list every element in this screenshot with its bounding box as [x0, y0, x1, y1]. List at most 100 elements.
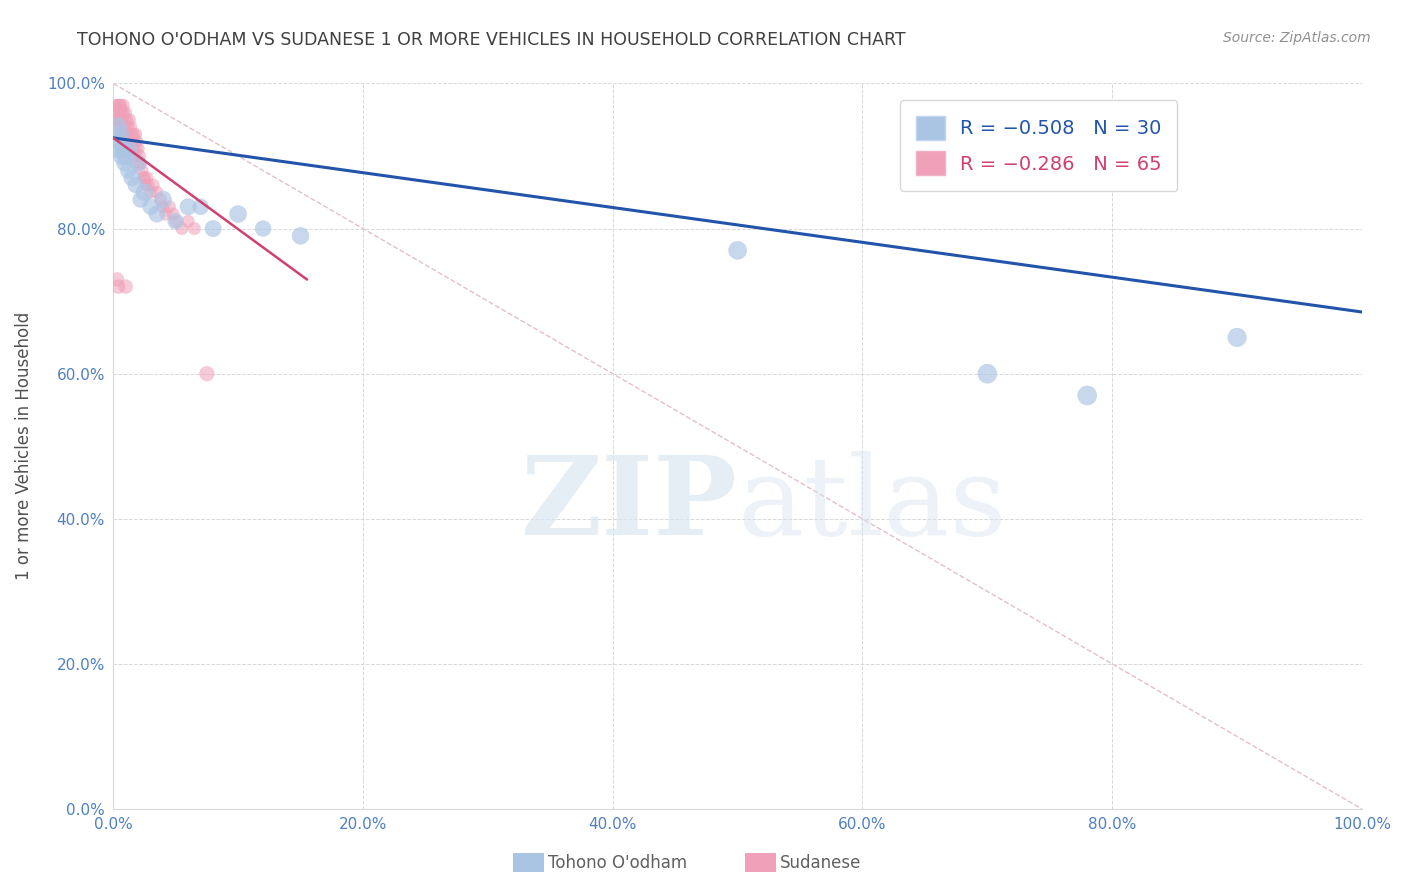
Point [127, 156, 149, 170]
Point [112, 142, 135, 156]
Point [107, 279, 129, 293]
Point [117, 163, 139, 178]
Point [114, 120, 136, 134]
Text: Source: ZipAtlas.com: Source: ZipAtlas.com [1223, 31, 1371, 45]
Point [105, 272, 128, 286]
Text: ZIP: ZIP [520, 450, 738, 558]
Point [111, 149, 134, 163]
Point [146, 186, 169, 200]
Point [122, 127, 145, 141]
Point [105, 120, 128, 134]
Point [120, 120, 142, 134]
Point [139, 186, 162, 200]
Text: Tohono O'odham: Tohono O'odham [548, 854, 688, 871]
Point [112, 120, 135, 134]
Point [111, 127, 134, 141]
Point [252, 221, 274, 235]
Point [125, 142, 148, 156]
Legend: R = −0.508   N = 30, R = −0.286   N = 65: R = −0.508 N = 30, R = −0.286 N = 65 [900, 101, 1177, 191]
Point [177, 214, 200, 228]
Point [136, 178, 159, 192]
Text: atlas: atlas [738, 450, 1007, 558]
Point [162, 207, 184, 221]
Point [120, 135, 142, 149]
Point [155, 207, 177, 221]
Point [1076, 388, 1098, 402]
Point [107, 142, 129, 156]
Point [226, 207, 249, 221]
Point [121, 170, 143, 185]
Point [108, 105, 131, 120]
Point [117, 135, 139, 149]
Point [111, 112, 134, 127]
Point [177, 200, 200, 214]
Point [114, 156, 136, 170]
Point [183, 221, 205, 235]
Point [118, 127, 141, 141]
Point [124, 135, 146, 149]
Point [124, 149, 146, 163]
Point [914, 170, 936, 185]
Point [110, 127, 132, 141]
Point [111, 105, 134, 120]
Point [114, 112, 136, 127]
Point [112, 105, 135, 120]
Point [125, 127, 148, 141]
Point [125, 178, 148, 192]
Point [104, 98, 127, 112]
Point [202, 221, 225, 235]
Point [105, 105, 128, 120]
Point [114, 127, 136, 141]
Point [127, 156, 149, 170]
Point [110, 120, 132, 134]
Point [105, 112, 128, 127]
Point [165, 214, 187, 228]
Point [1226, 330, 1249, 344]
Point [152, 193, 174, 207]
Point [727, 244, 749, 258]
Point [121, 142, 143, 156]
Point [122, 142, 145, 156]
Point [118, 142, 141, 156]
Point [114, 135, 136, 149]
Point [136, 170, 159, 185]
Point [132, 170, 155, 185]
Point [134, 170, 156, 185]
Point [146, 207, 169, 221]
Point [117, 120, 139, 134]
Point [112, 98, 135, 112]
Point [134, 186, 156, 200]
Point [170, 221, 193, 235]
Point [290, 228, 312, 243]
Point [165, 214, 187, 228]
Point [108, 135, 131, 149]
Point [127, 142, 149, 156]
Point [152, 200, 174, 214]
Point [114, 149, 136, 163]
Point [129, 156, 152, 170]
Point [110, 105, 132, 120]
Text: Sudanese: Sudanese [780, 854, 862, 871]
Point [129, 193, 152, 207]
Point [142, 178, 165, 192]
Point [107, 98, 129, 112]
Point [131, 163, 153, 178]
Text: TOHONO O'ODHAM VS SUDANESE 1 OR MORE VEHICLES IN HOUSEHOLD CORRELATION CHART: TOHONO O'ODHAM VS SUDANESE 1 OR MORE VEH… [77, 31, 905, 49]
Point [125, 135, 148, 149]
Point [118, 112, 141, 127]
Point [135, 178, 157, 192]
Point [128, 149, 150, 163]
Point [108, 120, 131, 134]
Point [190, 200, 212, 214]
Point [157, 200, 180, 214]
Y-axis label: 1 or more Vehicles in Household: 1 or more Vehicles in Household [15, 312, 32, 581]
Point [195, 367, 218, 381]
Point [107, 112, 129, 127]
Point [114, 105, 136, 120]
Point [976, 367, 998, 381]
Point [110, 98, 132, 112]
Point [108, 98, 131, 112]
Point [115, 127, 138, 141]
Point [149, 193, 172, 207]
Point [115, 112, 138, 127]
